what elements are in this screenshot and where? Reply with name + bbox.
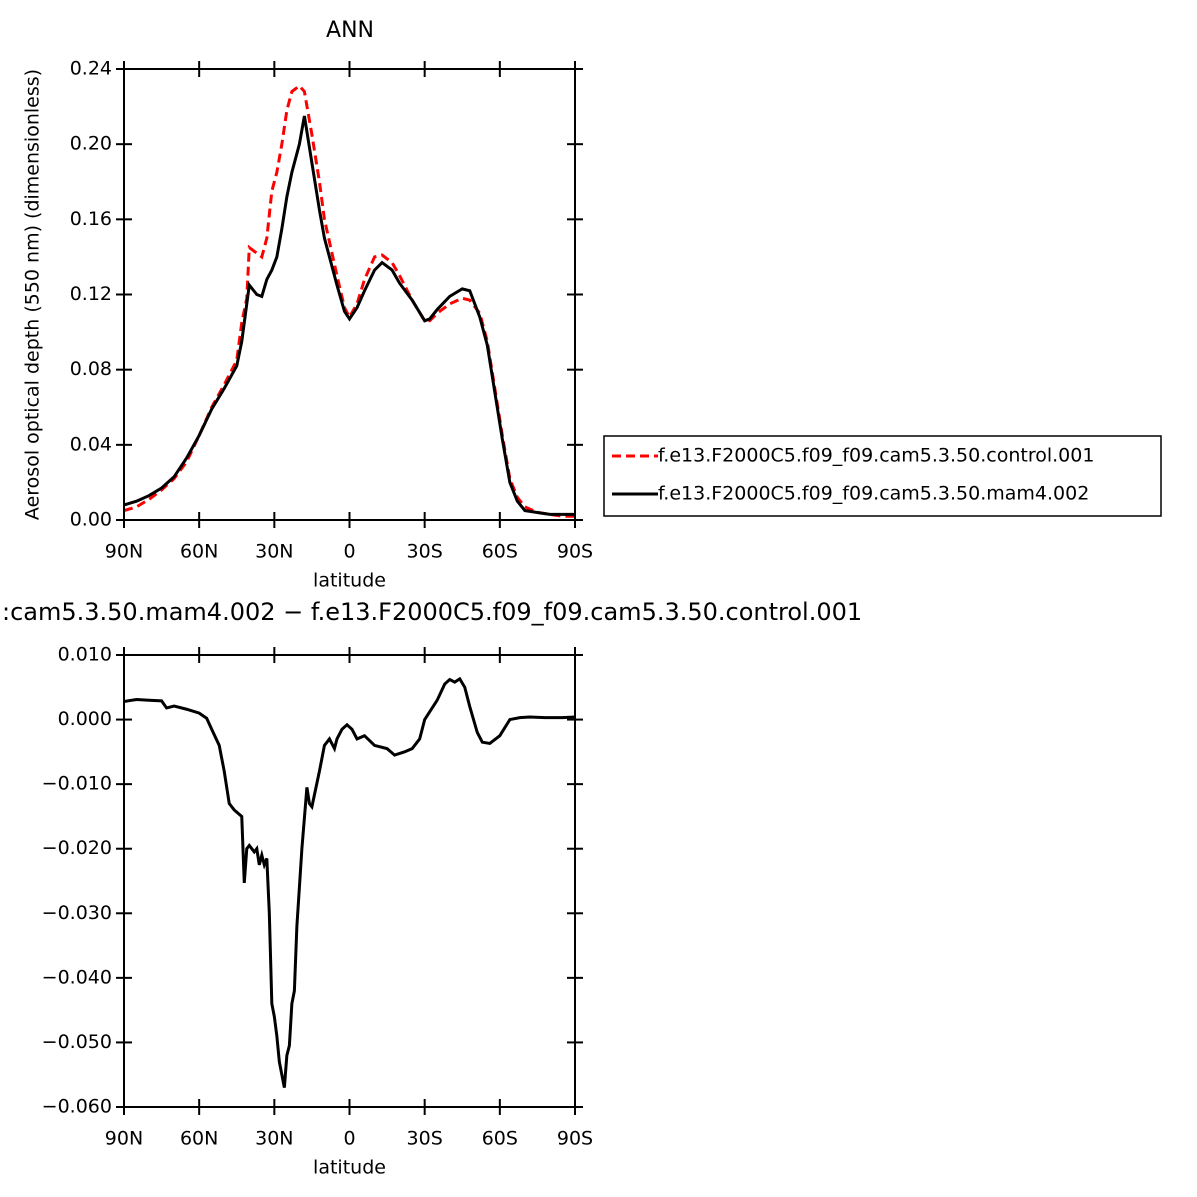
x-tick-label: 60N	[180, 541, 218, 563]
x-axis-label: latitude	[313, 1157, 386, 1179]
x-tick-label: 90S	[557, 541, 593, 563]
x-tick-label: 60S	[482, 541, 518, 563]
x-tick-label: 0	[343, 541, 355, 563]
y-axis-label: Aerosol optical depth (550 nm) (dimensio…	[22, 69, 44, 520]
y-tick-label: −0.060	[42, 1096, 112, 1118]
x-tick-label: 30N	[255, 1128, 293, 1150]
x-tick-label: 0	[343, 1128, 355, 1150]
y-tick-label: 0.08	[70, 358, 112, 380]
y-tick-label: 0.24	[70, 58, 112, 80]
x-tick-label: 60N	[180, 1128, 218, 1150]
chart-title: ANN	[326, 18, 374, 43]
data-line	[124, 115, 575, 516]
y-tick-label: −0.020	[42, 837, 112, 859]
legend-frame	[603, 435, 1162, 517]
x-tick-label: 30S	[407, 1128, 443, 1150]
x-tick-label: 90S	[557, 1128, 593, 1150]
y-tick-label: 0.010	[58, 644, 112, 666]
y-tick-label: −0.040	[42, 966, 112, 988]
chart-title: :cam5.3.50.mam4.002 − f.e13.F2000C5.f09_…	[2, 598, 862, 626]
y-tick-label: 0.00	[70, 509, 112, 531]
data-line	[124, 83, 575, 518]
y-tick-label: 0.04	[70, 433, 112, 455]
y-tick-label: 0.12	[70, 283, 112, 305]
y-tick-label: 0.20	[70, 133, 112, 155]
legend-label: f.e13.F2000C5.f09_f09.cam5.3.50.mam4.002	[658, 483, 1089, 505]
x-tick-label: 30S	[407, 541, 443, 563]
x-tick-label: 30N	[255, 541, 293, 563]
legend-label: f.e13.F2000C5.f09_f09.cam5.3.50.control.…	[658, 445, 1094, 467]
y-tick-label: −0.010	[42, 773, 112, 795]
x-tick-label: 90N	[105, 541, 143, 563]
y-tick-label: 0.16	[70, 208, 112, 230]
y-tick-label: −0.050	[42, 1031, 112, 1053]
x-axis-label: latitude	[313, 570, 386, 592]
y-tick-label: 0.000	[58, 708, 112, 730]
data-line	[124, 676, 575, 1088]
x-tick-label: 60S	[482, 1128, 518, 1150]
x-tick-label: 90N	[105, 1128, 143, 1150]
y-tick-label: −0.030	[42, 902, 112, 924]
